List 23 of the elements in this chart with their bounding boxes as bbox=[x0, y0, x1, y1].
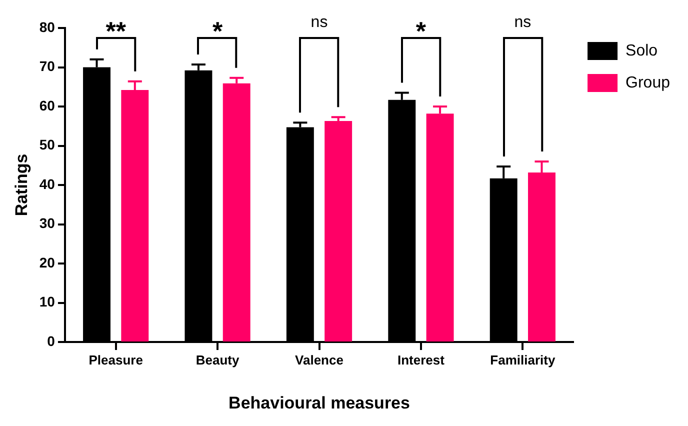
y-tick-label: 80 bbox=[39, 18, 56, 35]
x-tick-label: Interest bbox=[397, 352, 446, 368]
x-axis-title: Behavioural measures bbox=[228, 393, 410, 412]
x-tick-label: Pleasure bbox=[88, 352, 143, 368]
x-tick-label: Valence bbox=[295, 352, 344, 368]
annotation: ** bbox=[106, 16, 126, 46]
annotation: * bbox=[212, 16, 223, 46]
y-tick-label: 70 bbox=[39, 58, 56, 74]
annotation: * bbox=[416, 16, 426, 46]
y-tick-label: 40 bbox=[39, 176, 56, 192]
x-tick-label: Familiarity bbox=[490, 352, 556, 368]
annotation: ns bbox=[514, 14, 532, 32]
y-tick-label: 20 bbox=[39, 254, 56, 270]
y-axis-title: Ratings bbox=[12, 154, 31, 216]
y-tick-label: 50 bbox=[39, 136, 56, 153]
y-tick-label: 30 bbox=[39, 215, 56, 232]
legend-label: Group bbox=[626, 74, 670, 92]
y-tick-label: 0 bbox=[47, 332, 56, 349]
annotation: ns bbox=[310, 14, 328, 32]
y-tick-label: 10 bbox=[39, 294, 56, 310]
legend-label: Solo bbox=[626, 42, 658, 60]
y-tick-label: 60 bbox=[39, 97, 56, 114]
x-tick-label: Beauty bbox=[196, 352, 240, 368]
